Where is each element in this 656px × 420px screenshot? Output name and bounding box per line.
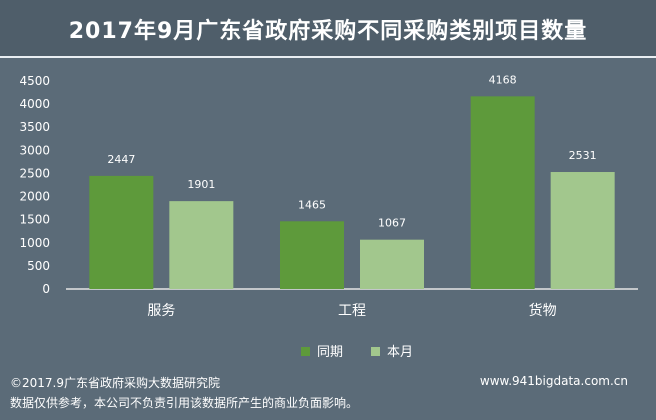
bar-同期-工程 — [280, 221, 344, 289]
y-tick-label: 4500 — [19, 74, 50, 88]
legend-label: 同期 — [317, 345, 343, 360]
category-labels: 服务 工程 货物 — [147, 302, 556, 319]
category-label: 货物 — [529, 302, 557, 319]
y-tick-label: 500 — [27, 259, 50, 273]
footer-website: www.941bigdata.com.cn — [479, 374, 628, 388]
legend: 同期 本月 — [301, 345, 413, 360]
legend-swatch — [301, 347, 310, 356]
footer-copyright: ©2017.9广东省政府采购大数据研究院 — [10, 376, 220, 390]
bars — [89, 96, 615, 289]
bar-本月-工程 — [360, 239, 424, 289]
data-label: 1465 — [298, 198, 326, 211]
data-label: 4168 — [489, 73, 517, 86]
category-label: 工程 — [338, 303, 366, 319]
y-tick-label: 1000 — [19, 236, 50, 250]
y-tick-label: 2500 — [19, 166, 50, 180]
title-bar: 2017年9月广东省政府采购不同采购类别项目数量 — [0, 0, 656, 58]
data-label: 1067 — [378, 217, 406, 230]
y-tick-label: 3500 — [19, 120, 50, 134]
data-labels: 2447 1901 1465 1067 4168 2531 — [107, 73, 596, 229]
y-tick-label: 3000 — [19, 143, 50, 157]
data-label: 2531 — [569, 149, 597, 162]
chart-title: 2017年9月广东省政府采购不同采购类别项目数量 — [68, 19, 588, 44]
data-label: 2447 — [107, 153, 135, 166]
y-tick-label: 0 — [42, 282, 50, 296]
footer-disclaimer: 数据仅供参考，本公司不负责引用该数据所产生的商业负面影响。 — [10, 396, 359, 410]
legend-swatch — [371, 347, 380, 356]
y-tick-label: 2000 — [19, 190, 50, 204]
bar-本月-货物 — [550, 172, 615, 289]
data-label: 1901 — [187, 178, 215, 191]
y-tick-label: 4000 — [19, 97, 50, 111]
bar-本月-服务 — [169, 201, 234, 289]
bar-同期-服务 — [89, 175, 154, 289]
bar-同期-货物 — [470, 96, 535, 289]
y-tick-label: 1500 — [19, 213, 50, 227]
category-label: 服务 — [147, 303, 175, 319]
y-axis-ticks: 0 500 1000 1500 2000 2500 3000 3500 4000 4500 — [19, 74, 50, 296]
legend-label: 本月 — [387, 345, 413, 360]
